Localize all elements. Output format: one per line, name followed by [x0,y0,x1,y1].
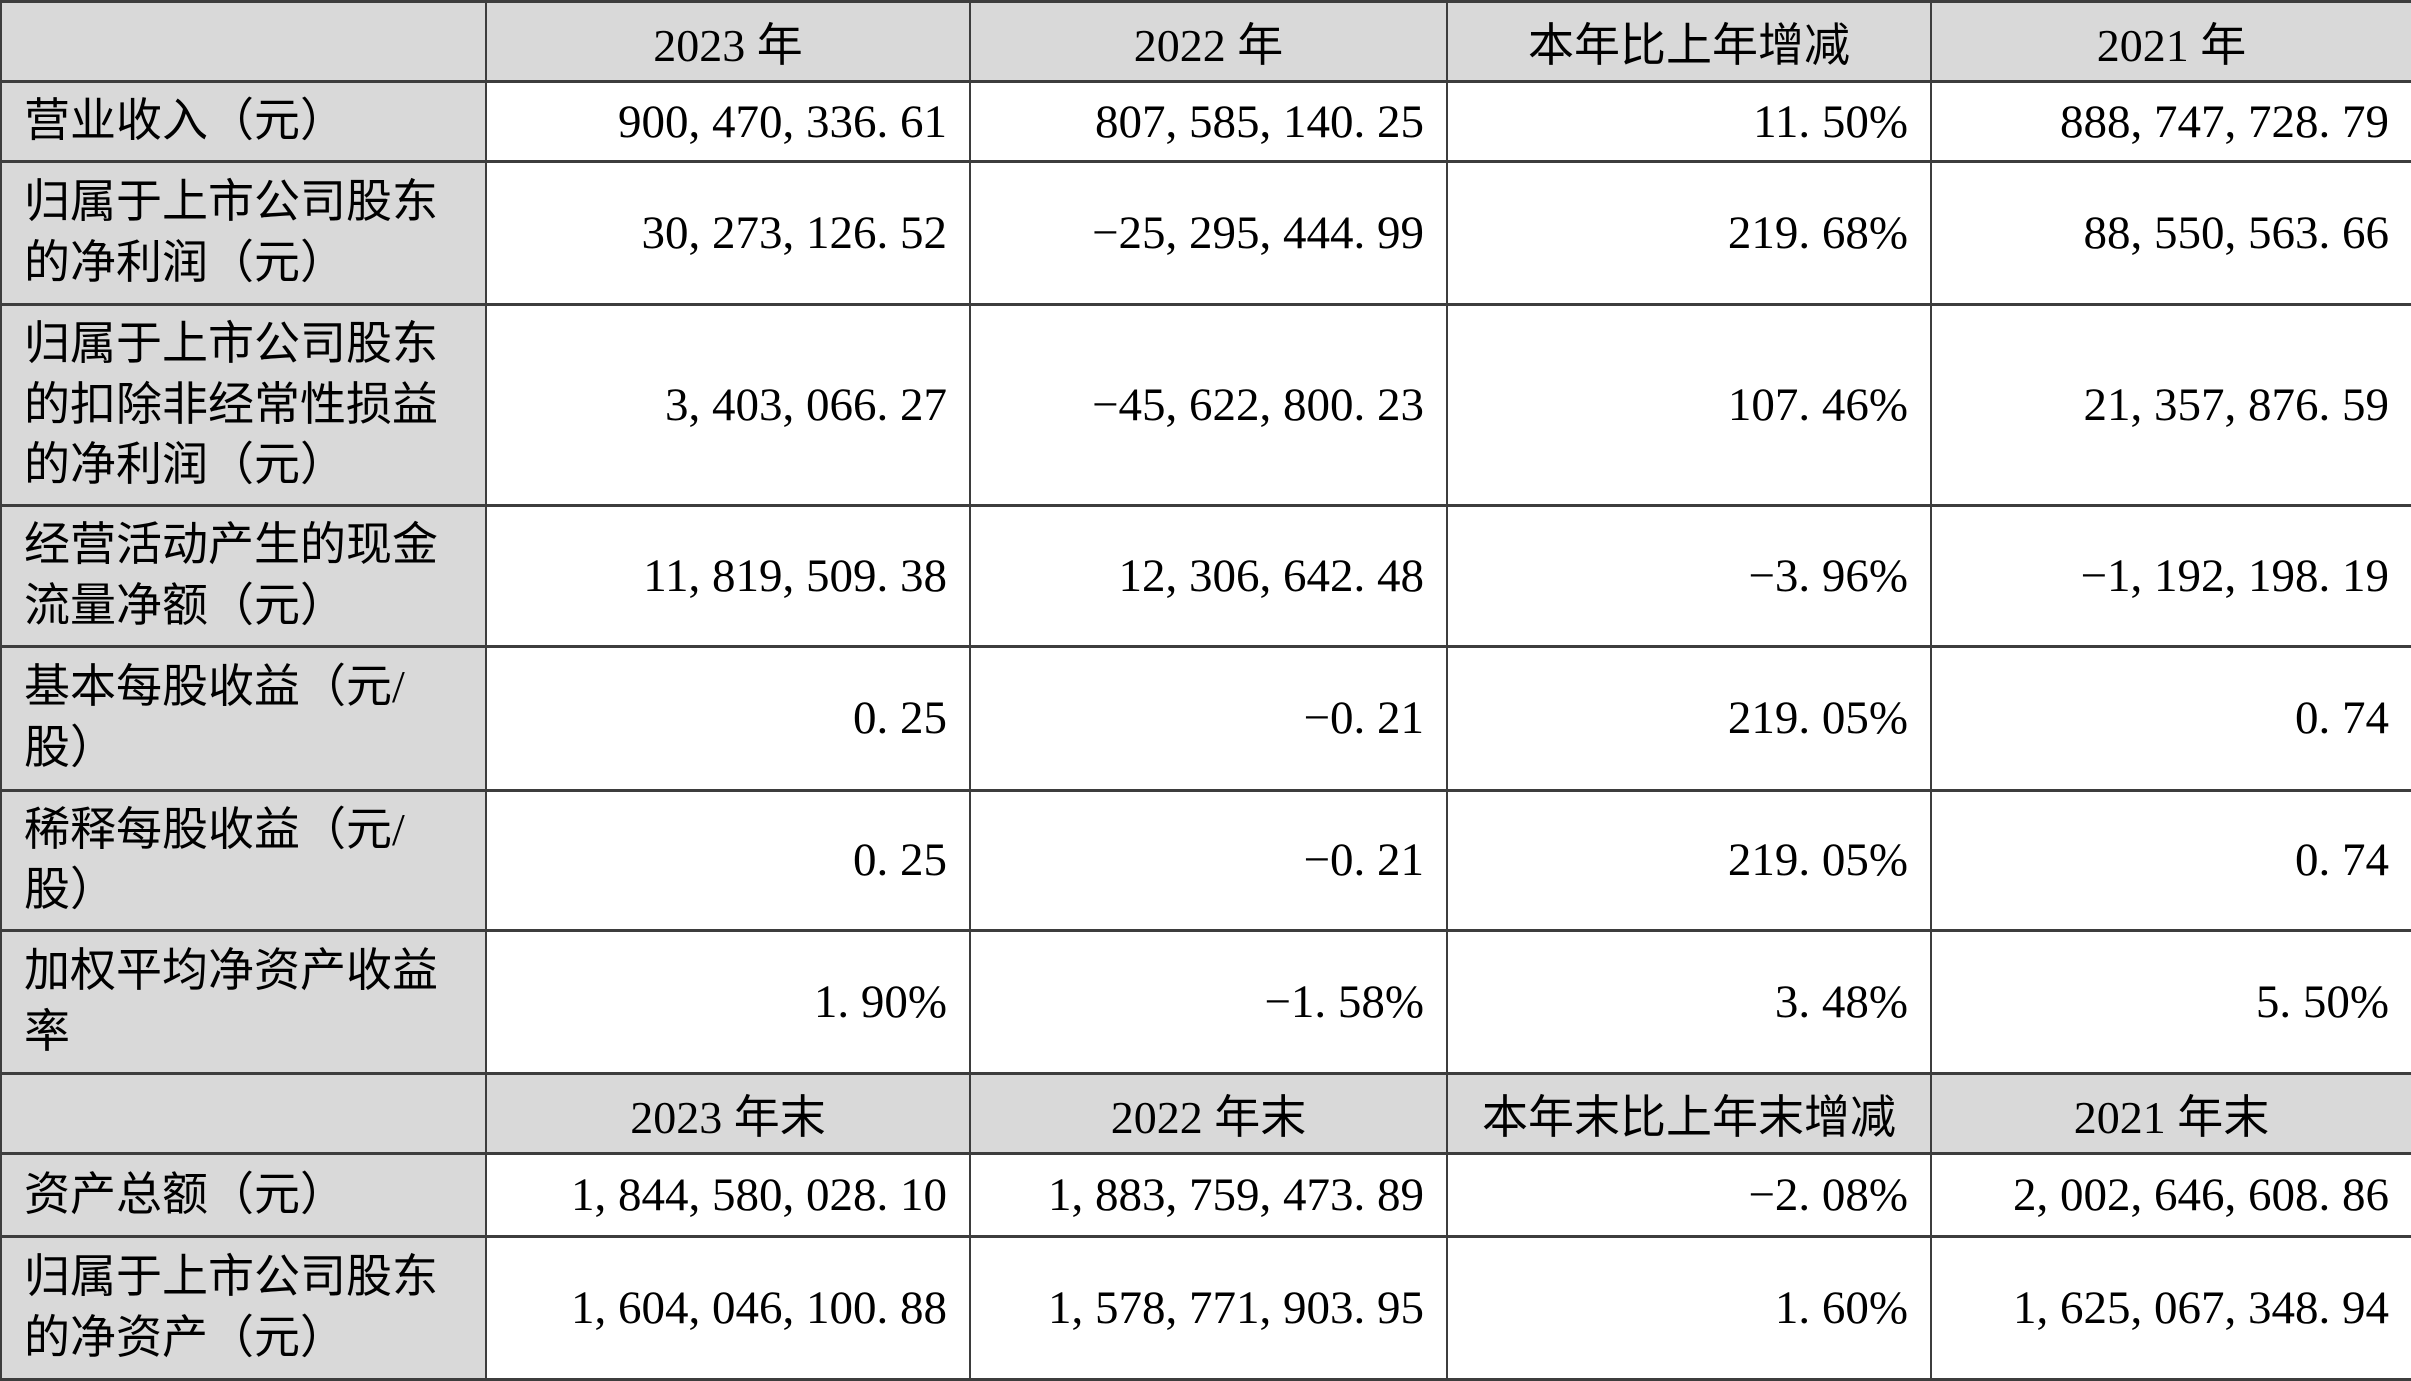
cell-basic-eps-change: 219. 05% [1446,644,1932,792]
cell-excl-2022: −45, 622, 800. 23 [969,302,1448,508]
cell-cashflow-change: −3. 96% [1446,504,1932,648]
cell-assets-change: −2. 08% [1446,1152,1932,1239]
cell-roe-2022: −1. 58% [969,929,1448,1076]
col-header-2021: 2021 年 [1930,0,2411,83]
col-header-2022: 2022 年 [969,0,1448,83]
cell-assets-2023: 1, 844, 580, 028. 10 [485,1152,971,1239]
cell-basic-eps-2022: −0. 21 [969,644,1448,792]
cell-basic-eps-2021: 0. 74 [1930,644,2411,792]
col-header-2021-end: 2021 年末 [1930,1072,2411,1156]
row-label-weighted-roe: 加权平均净资产收益率 [0,929,487,1076]
table-row-revenue: 营业收入（元） 900, 470, 336. 61 807, 585, 140.… [0,80,2411,163]
cell-assets-2021: 2, 002, 646, 608. 86 [1930,1152,2411,1239]
col-header-2022-end: 2022 年末 [969,1072,1448,1156]
cell-roe-2021: 5. 50% [1930,929,2411,1076]
row-label-net-profit-excl-nonrecurring: 归属于上市公司股东的扣除非经常性损益的净利润（元） [0,302,487,508]
cell-revenue-2023: 900, 470, 336. 61 [485,80,971,163]
cell-net-assets-2021: 1, 625, 067, 348. 94 [1930,1235,2411,1381]
row-label-revenue: 营业收入（元） [0,80,487,163]
cell-assets-2022: 1, 883, 759, 473. 89 [969,1152,1448,1239]
table-row-operating-cash-flow: 经营活动产生的现金流量净额（元） 11, 819, 509. 38 12, 30… [0,504,2411,648]
cell-cashflow-2023: 11, 819, 509. 38 [485,504,971,648]
cell-revenue-2021: 888, 747, 728. 79 [1930,80,2411,163]
table-row-weighted-roe: 加权平均净资产收益率 1. 90% −1. 58% 3. 48% 5. 50% [0,929,2411,1076]
cell-diluted-eps-2021: 0. 74 [1930,788,2411,933]
cell-net-profit-change: 219. 68% [1446,160,1932,306]
cell-net-profit-2021: 88, 550, 563. 66 [1930,160,2411,306]
table-row-net-assets: 归属于上市公司股东的净资产（元） 1, 604, 046, 100. 88 1,… [0,1235,2411,1381]
cell-diluted-eps-2023: 0. 25 [485,788,971,933]
cell-revenue-change: 11. 50% [1446,80,1932,163]
table-row-total-assets: 资产总额（元） 1, 844, 580, 028. 10 1, 883, 759… [0,1152,2411,1239]
cell-diluted-eps-change: 219. 05% [1446,788,1932,933]
cell-cashflow-2022: 12, 306, 642. 48 [969,504,1448,648]
header-row-annual: 2023 年 2022 年 本年比上年增减 2021 年 [0,0,2411,83]
cell-net-assets-2023: 1, 604, 046, 100. 88 [485,1235,971,1381]
header-row-year-end: 2023 年末 2022 年末 本年末比上年末增减 2021 年末 [0,1072,2411,1156]
cell-roe-change: 3. 48% [1446,929,1932,1076]
table-row-net-profit: 归属于上市公司股东的净利润（元） 30, 273, 126. 52 −25, 2… [0,160,2411,306]
cell-net-profit-2023: 30, 273, 126. 52 [485,160,971,306]
header-blank-cell [0,0,487,83]
col-header-yoy-change: 本年比上年增减 [1446,0,1932,83]
cell-excl-2023: 3, 403, 066. 27 [485,302,971,508]
table-row-net-profit-excl-nonrecurring: 归属于上市公司股东的扣除非经常性损益的净利润（元） 3, 403, 066. 2… [0,302,2411,508]
header-blank-cell-2 [0,1072,487,1156]
cell-net-assets-change: 1. 60% [1446,1235,1932,1381]
cell-net-assets-2022: 1, 578, 771, 903. 95 [969,1235,1448,1381]
cell-basic-eps-2023: 0. 25 [485,644,971,792]
table-row-basic-eps: 基本每股收益（元/股） 0. 25 −0. 21 219. 05% 0. 74 [0,644,2411,792]
row-label-operating-cash-flow: 经营活动产生的现金流量净额（元） [0,504,487,648]
row-label-net-profit: 归属于上市公司股东的净利润（元） [0,160,487,306]
table-row-diluted-eps: 稀释每股收益（元/股） 0. 25 −0. 21 219. 05% 0. 74 [0,788,2411,933]
row-label-basic-eps: 基本每股收益（元/股） [0,644,487,792]
cell-revenue-2022: 807, 585, 140. 25 [969,80,1448,163]
row-label-total-assets: 资产总额（元） [0,1152,487,1239]
cell-diluted-eps-2022: −0. 21 [969,788,1448,933]
col-header-2023: 2023 年 [485,0,971,83]
cell-excl-2021: 21, 357, 876. 59 [1930,302,2411,508]
cell-cashflow-2021: −1, 192, 198. 19 [1930,504,2411,648]
row-label-diluted-eps: 稀释每股收益（元/股） [0,788,487,933]
cell-excl-change: 107. 46% [1446,302,1932,508]
col-header-2023-end: 2023 年末 [485,1072,971,1156]
cell-roe-2023: 1. 90% [485,929,971,1076]
row-label-net-assets: 归属于上市公司股东的净资产（元） [0,1235,487,1381]
cell-net-profit-2022: −25, 295, 444. 99 [969,160,1448,306]
col-header-year-end-change: 本年末比上年末增减 [1446,1072,1932,1156]
